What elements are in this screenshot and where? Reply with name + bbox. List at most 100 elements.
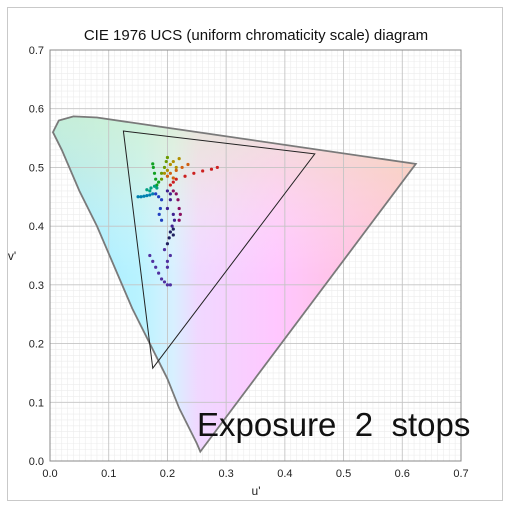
data-point (148, 193, 152, 197)
x-tick-label: 0.0 (42, 468, 57, 480)
data-point (162, 280, 167, 284)
data-point (159, 277, 164, 281)
data-point (177, 218, 181, 222)
data-point (178, 212, 182, 216)
data-point (171, 227, 175, 231)
data-point (157, 195, 161, 199)
data-point (157, 212, 161, 216)
data-point (168, 162, 172, 167)
y-tick-label: 0.3 (29, 280, 44, 292)
data-point (165, 283, 170, 287)
data-point (168, 183, 172, 187)
data-point (177, 157, 181, 161)
exposure-overlay-text: Exposure 2 stops (197, 406, 470, 443)
data-point (152, 171, 157, 175)
data-point (152, 184, 157, 188)
x-tick-label: 0.4 (277, 468, 292, 480)
y-tick-label: 0.2 (29, 339, 44, 351)
data-point (171, 212, 175, 216)
data-point (171, 176, 175, 180)
y-tick-label: 0.7 (29, 45, 44, 57)
data-point (171, 189, 175, 193)
data-point (164, 159, 168, 164)
data-point (151, 165, 155, 170)
data-point (201, 169, 205, 173)
data-point (157, 180, 161, 184)
data-point (159, 198, 164, 202)
data-point (168, 283, 172, 287)
data-point (170, 224, 174, 228)
data-point (151, 259, 155, 263)
y-tick-label: 0.6 (29, 104, 44, 116)
data-point (148, 189, 152, 193)
x-tick-label: 0.2 (160, 468, 175, 480)
chart-title: CIE 1976 UCS (uniform chromaticity scale… (84, 27, 428, 44)
data-point (165, 174, 170, 178)
data-point (174, 168, 178, 172)
data-point (154, 192, 158, 196)
plot-area (49, 49, 462, 462)
data-point (151, 162, 155, 166)
x-tick-labels: 0.0 0.1 0.2 0.3 0.4 0.5 0.6 0.7 (42, 468, 468, 480)
data-point (174, 177, 178, 181)
data-point (157, 271, 161, 275)
data-point (165, 155, 170, 160)
data-point (168, 253, 172, 258)
data-point (215, 165, 219, 170)
data-point (158, 206, 162, 211)
data-point (176, 198, 180, 202)
data-point (168, 198, 172, 202)
data-point (165, 242, 170, 246)
data-point (136, 195, 140, 199)
data-point (168, 171, 172, 175)
data-point (145, 194, 149, 198)
data-point (159, 218, 164, 222)
data-point (162, 248, 167, 252)
data-point (174, 192, 178, 196)
x-axis-label: u' (252, 484, 261, 498)
x-tick-label: 0.5 (336, 468, 351, 480)
data-point (167, 236, 171, 240)
data-point (155, 186, 159, 190)
data-point (165, 168, 170, 172)
y-tick-label: 0.4 (29, 221, 44, 233)
y-tick-label: 0.1 (29, 397, 44, 409)
data-point (172, 218, 177, 222)
data-point (192, 171, 196, 175)
spectral-locus (51, 115, 418, 454)
data-point (162, 171, 167, 175)
data-point (183, 174, 187, 178)
data-point (168, 192, 172, 196)
data-point (174, 165, 178, 170)
gamut-triangle (122, 130, 316, 370)
data-point (139, 195, 143, 199)
data-point (159, 177, 164, 181)
data-point (145, 188, 149, 192)
y-tick-label: 0.0 (29, 456, 44, 468)
data-point (177, 206, 181, 211)
plot-border (49, 49, 462, 462)
data-point (165, 189, 170, 193)
data-point (186, 162, 190, 167)
data-point (154, 265, 158, 269)
data-point (151, 192, 155, 196)
data-point (168, 230, 172, 234)
data-point (154, 177, 158, 181)
data-point (149, 186, 153, 190)
data-point (159, 171, 164, 175)
data-point (209, 167, 214, 171)
data-point (148, 253, 152, 258)
data-point (142, 194, 146, 198)
x-tick-label: 0.7 (453, 468, 468, 480)
data-point (165, 265, 170, 269)
data-point (171, 233, 175, 237)
x-tick-label: 0.6 (395, 468, 410, 480)
data-point (165, 259, 170, 263)
data-point (171, 180, 175, 184)
x-tick-label: 0.3 (218, 468, 233, 480)
data-point (180, 165, 184, 170)
y-tick-labels: 0.0 0.1 0.2 0.3 0.4 0.5 0.6 0.7 (29, 45, 44, 468)
data-points (136, 155, 219, 287)
x-tick-label: 0.1 (101, 468, 116, 480)
